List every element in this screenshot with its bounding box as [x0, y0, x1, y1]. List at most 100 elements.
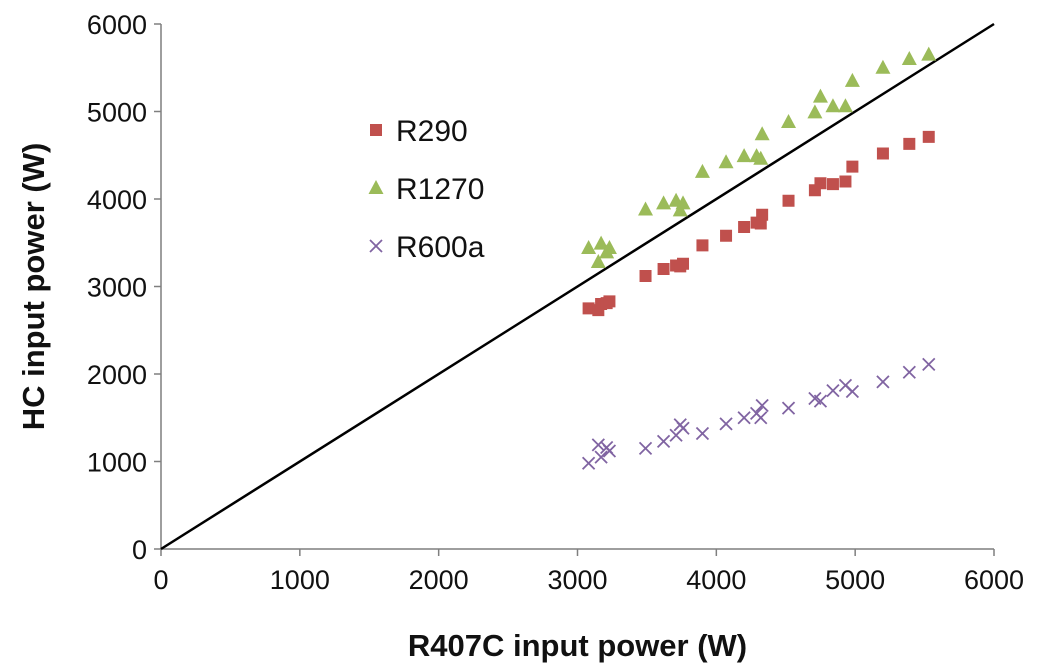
- y-tick-label: 5000: [87, 98, 147, 128]
- point-r600a: [594, 450, 608, 464]
- legend: R290 R1270 R600a: [368, 115, 485, 264]
- point-r600a-stroke: [781, 401, 796, 415]
- point-r600a-stroke: [922, 357, 936, 372]
- y-tick-label: 3000: [87, 273, 147, 303]
- point-r1270: [781, 114, 797, 128]
- point-r600a-stroke: [754, 411, 768, 425]
- point-r600a: [922, 357, 936, 372]
- point-r600a-stroke: [719, 417, 733, 431]
- point-r290: [720, 229, 733, 242]
- x-axis-ticks: 0 1000 2000 3000 4000 5000 6000: [153, 549, 1024, 595]
- point-r290: [582, 302, 595, 315]
- point-r600a: [813, 394, 828, 408]
- point-r290: [846, 160, 859, 173]
- point-r600a-stroke: [838, 378, 853, 393]
- point-r290: [876, 147, 889, 160]
- x-tick-label: 0: [153, 565, 168, 595]
- point-r1270: [694, 163, 710, 178]
- point-r290: [738, 221, 751, 233]
- point-r290: [603, 295, 616, 308]
- y-tick-label: 1000: [87, 448, 147, 478]
- point-r290: [639, 270, 652, 282]
- point-r1270: [901, 51, 917, 65]
- y-axis-title: HC input power (W): [16, 143, 51, 431]
- point-r1270: [718, 154, 734, 169]
- x-axis-title: R407C input power (W): [408, 628, 747, 663]
- point-r600a: [754, 411, 768, 425]
- point-r600a: [656, 434, 671, 449]
- point-r600a-stroke: [876, 375, 890, 389]
- legend-marker-r1270: [368, 180, 384, 194]
- point-r1270: [593, 235, 609, 250]
- point-r1270: [807, 104, 823, 119]
- y-tick-label: 4000: [87, 185, 147, 215]
- point-r600a: [695, 426, 710, 441]
- point-r600a-stroke: [638, 441, 653, 456]
- x-tick-label: 5000: [825, 565, 885, 595]
- point-r600a: [876, 375, 890, 389]
- legend-label-r1270: R1270: [396, 173, 484, 206]
- point-r600a-stroke: [676, 421, 690, 435]
- point-r1270: [590, 254, 606, 268]
- parity-reference-line: [160, 22, 995, 551]
- point-r600a: [591, 438, 605, 452]
- point-r1270: [837, 98, 853, 113]
- point-r290: [677, 257, 690, 270]
- point-r290: [826, 178, 839, 191]
- y-axis-ticks: 0 1000 2000 3000 4000 5000 6000: [87, 10, 161, 565]
- point-r600a-stroke: [845, 384, 860, 399]
- y-tick-label: 2000: [87, 360, 147, 390]
- point-r600a-stroke: [602, 444, 617, 458]
- point-r1270: [601, 240, 617, 254]
- point-r290: [903, 137, 916, 150]
- x-tick-label: 6000: [964, 565, 1024, 595]
- x-tick-label: 4000: [686, 565, 746, 595]
- x-tick-label: 1000: [270, 565, 330, 595]
- point-r290: [922, 130, 935, 143]
- legend-marker-r600a: [369, 239, 383, 253]
- y-tick-label: 6000: [87, 10, 147, 40]
- point-r600a: [737, 411, 751, 425]
- legend-marker-r600a-stroke: [369, 239, 383, 253]
- point-r600a-stroke: [594, 450, 608, 464]
- point-r1270: [638, 201, 654, 216]
- plot-area: 0 1000 2000 3000 4000 5000 6000 0 1000 2000 3000 4…: [87, 10, 1024, 595]
- point-r1270: [675, 195, 691, 210]
- y-tick-label: 0: [132, 535, 147, 565]
- point-r600a: [638, 441, 653, 456]
- point-r1270: [753, 150, 769, 165]
- point-r600a-stroke: [755, 398, 769, 413]
- point-r600a-stroke: [737, 411, 751, 425]
- point-r600a: [826, 383, 840, 398]
- legend-label-r600a: R600a: [396, 231, 485, 264]
- point-r290: [839, 175, 852, 188]
- x-tick-label: 2000: [409, 565, 469, 595]
- legend-label-r290: R290: [396, 115, 468, 148]
- point-r600a-stroke: [826, 383, 840, 398]
- point-r1270: [812, 88, 828, 103]
- point-r600a-stroke: [656, 434, 671, 449]
- point-r600a-stroke: [591, 438, 605, 452]
- data-markers: [581, 46, 937, 470]
- point-r290: [696, 239, 709, 252]
- legend-marker-r290: [370, 124, 382, 136]
- point-r600a: [581, 456, 596, 470]
- point-r600a: [781, 401, 796, 415]
- point-r1270: [825, 98, 841, 113]
- point-r1270: [736, 148, 752, 163]
- point-r1270: [921, 46, 937, 61]
- point-r600a-stroke: [808, 391, 822, 406]
- point-r290: [814, 177, 827, 190]
- point-r600a: [676, 421, 690, 435]
- point-r600a: [602, 444, 617, 458]
- point-r600a-stroke: [581, 456, 596, 470]
- point-r600a: [719, 417, 733, 431]
- point-r1270: [875, 59, 891, 74]
- point-r290: [756, 208, 769, 221]
- point-r290: [782, 194, 795, 207]
- point-r290: [657, 263, 670, 275]
- point-r1270: [656, 195, 672, 210]
- point-r600a-stroke: [813, 394, 828, 408]
- point-r1270: [844, 72, 860, 87]
